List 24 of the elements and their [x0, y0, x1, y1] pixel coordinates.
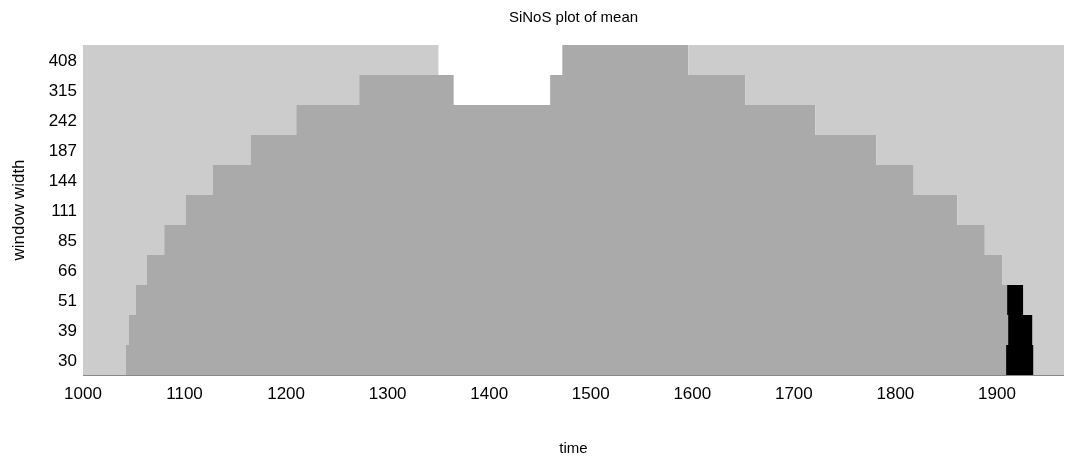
- y-tick-label: 408: [48, 51, 77, 70]
- y-tick-label: 30: [58, 351, 77, 370]
- y-tick-label: 39: [58, 321, 77, 340]
- x-tick-label: 1300: [368, 384, 407, 403]
- y-tick-label: 144: [48, 171, 77, 190]
- x-tick-label: 1700: [774, 384, 813, 403]
- y-tick-label: 111: [51, 201, 77, 220]
- x-tick-label: 1600: [673, 384, 712, 403]
- y-axis-title: window width: [9, 159, 28, 262]
- y-tick-label: 66: [58, 261, 77, 280]
- y-tick-label: 315: [48, 81, 77, 100]
- chart-title: SiNoS plot of mean: [508, 8, 639, 25]
- y-tick-label: 51: [58, 291, 77, 310]
- x-tick-label: 1800: [876, 384, 915, 403]
- x-tick-label: 1000: [64, 384, 102, 403]
- y-tick-label: 85: [58, 231, 77, 250]
- y-tick-label: 242: [48, 111, 77, 130]
- x-tick-label: 1100: [166, 384, 203, 403]
- x-tick-label: 1900: [978, 384, 1016, 403]
- x-tick-label: 1400: [470, 384, 509, 403]
- y-tick-label: 187: [48, 141, 77, 160]
- x-axis-title: time: [559, 439, 588, 456]
- x-tick-label: 1500: [571, 384, 610, 403]
- x-tick-label: 1200: [267, 384, 306, 403]
